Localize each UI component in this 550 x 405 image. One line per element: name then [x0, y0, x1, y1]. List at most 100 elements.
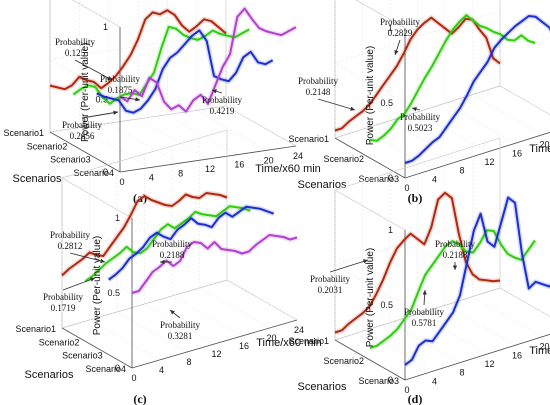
- scenario-axis-title: Scenarios: [25, 369, 74, 381]
- scenario-tick-label: Scenario1: [288, 134, 329, 144]
- x-tick-label: 4: [159, 365, 164, 375]
- probability-label: Probability: [160, 320, 200, 330]
- probability-value: 0.2031: [318, 285, 343, 295]
- probability-arrow: [81, 111, 119, 119]
- scenario-axis-line: [334, 339, 406, 381]
- x-gridline: [167, 114, 238, 155]
- x-tick-label: 4: [149, 173, 154, 183]
- z-tick-label: 1: [115, 213, 120, 223]
- chart-panel: 0 0.5 1 0 4 8 12 16 20 24 Scenario4 Scenario3 Scenar…: [15, 129, 322, 405]
- chart-panel: 0 0.5 1 0 4 8 12 16 20 24 Scenario4 Scenario3 Scenar…: [3, 0, 321, 205]
- scenario-axis-title: Scenarios: [13, 173, 62, 185]
- scenario-axis-title: Scenarios: [298, 179, 347, 191]
- z-gridline: [355, 0, 406, 29]
- arrow-head: [135, 97, 140, 102]
- series-line: [369, 14, 536, 142]
- arrow-head: [212, 89, 217, 94]
- series-line: [404, 15, 550, 164]
- probability-value: 0.2188: [160, 250, 185, 260]
- scenario-tick-label: Scenario1: [15, 324, 56, 334]
- x-tick-label: 0: [131, 373, 136, 383]
- z-axis-title: Power (Per-unit value): [92, 236, 103, 335]
- probability-arrow: [62, 277, 96, 291]
- z-tick-label: 1: [388, 225, 393, 235]
- x-tick-label: 24: [293, 151, 303, 161]
- series-line: [131, 234, 298, 294]
- x-gridline: [417, 313, 488, 355]
- x-tick-label: 4: [432, 174, 437, 184]
- probability-value: 0.5781: [412, 318, 437, 328]
- probability-value: 0.2656: [70, 131, 95, 141]
- z-tick-label: 1: [388, 23, 393, 33]
- scenario-tick-label: Scenario4: [73, 168, 114, 178]
- probability-label: Probability: [55, 37, 95, 47]
- scenario-tick-label: Scenario1: [3, 128, 44, 138]
- x-tick-label: 20: [266, 333, 276, 343]
- x-axis-line: [404, 131, 550, 179]
- arrow-head: [363, 259, 368, 264]
- x-gridline: [389, 322, 461, 363]
- probability-value: 0.1719: [51, 303, 76, 313]
- arrow-head: [107, 75, 112, 80]
- z-tick-label: 1: [103, 22, 108, 32]
- probability-label: Probability: [310, 274, 350, 284]
- x-gridline: [196, 110, 267, 151]
- x-gridline: [499, 287, 550, 317]
- x-tick-label: 8: [186, 357, 191, 367]
- x-gridline: [444, 305, 516, 346]
- probability-value: 0.2148: [306, 87, 331, 97]
- z-axis-title: Power (Per-unit value): [80, 43, 91, 142]
- probability-value: 0.2829: [388, 28, 413, 38]
- x-gridline: [108, 123, 179, 164]
- series-line: [61, 192, 228, 277]
- x-gridline: [89, 319, 160, 361]
- z-gridline: [334, 62, 406, 104]
- x-tick-label: 20: [539, 342, 549, 352]
- x-tick-label: 16: [512, 148, 522, 158]
- x-tick-label: 12: [484, 157, 494, 167]
- scenario-tick-label: Scenario2: [39, 337, 80, 347]
- probability-arrow: [317, 98, 356, 111]
- x-tick-label: 8: [178, 168, 183, 178]
- x-axis-line: [119, 145, 297, 173]
- probability-value: 0.2812: [58, 241, 83, 251]
- series-line: [84, 205, 251, 283]
- series-line: [334, 191, 501, 334]
- probability-value: 0.5023: [408, 123, 433, 133]
- arrow-head: [422, 290, 427, 295]
- arrow-head: [412, 106, 417, 112]
- series-line: [49, 9, 227, 91]
- probability-label: Probability: [50, 230, 90, 240]
- scenario-tick-label: Scenario3: [358, 174, 399, 184]
- x-tick-label: 8: [459, 368, 464, 378]
- x-gridline: [116, 311, 188, 353]
- probability-value: 0.3281: [168, 331, 193, 341]
- x-axis-line: [404, 333, 550, 381]
- z-gridline: [334, 189, 406, 231]
- series-line: [369, 229, 536, 349]
- scenario-tick-label: Scenario3: [62, 351, 103, 361]
- x-gridline: [362, 331, 433, 372]
- z-tick-label: 0: [388, 173, 393, 183]
- arrow-head: [113, 110, 118, 115]
- chart-panel: 0 0.5 1 0 4 8 12 16 20 24 Scenario3 Scenario2 Scenar…: [288, 0, 550, 205]
- probability-label: Probability: [435, 239, 475, 249]
- probability-arrow: [69, 252, 106, 263]
- probability-label: Probability: [202, 95, 242, 105]
- scenario-tick-label: Scenario2: [323, 154, 364, 164]
- z-tick-label: 0.5: [95, 95, 108, 105]
- probability-label: Probability: [400, 112, 440, 122]
- x-gridline: [225, 105, 297, 147]
- probability-label: Probability: [43, 292, 83, 302]
- scenario-tick-label: Scenario4: [85, 364, 126, 374]
- scenario-tick-label: Scenario2: [27, 141, 68, 151]
- x-axis-title: Time/x60 min: [529, 143, 550, 155]
- z-tick-label: 0: [103, 167, 108, 177]
- x-axis-title: Time/x60 min: [256, 337, 322, 349]
- x-tick-label: 24: [294, 325, 304, 335]
- x-tick-label: 0: [404, 183, 409, 193]
- scenario-tick-label: Scenario3: [50, 155, 91, 165]
- x-axis-title: Time/x60 min: [529, 345, 550, 357]
- x-tick-label: 16: [512, 350, 522, 360]
